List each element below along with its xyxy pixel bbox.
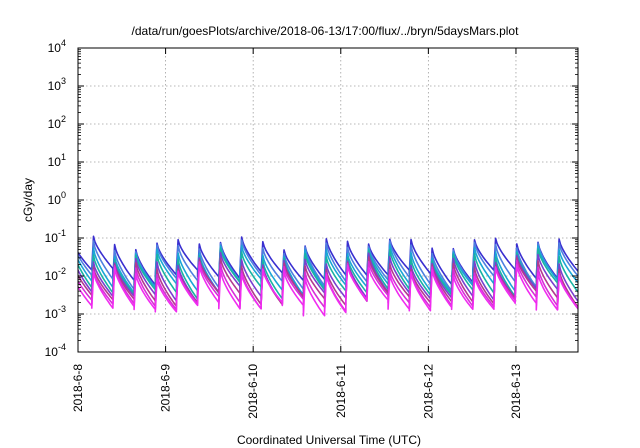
y-tick-label: 101 bbox=[48, 152, 66, 169]
series-layer bbox=[78, 235, 578, 317]
series-line-4 bbox=[78, 247, 578, 303]
y-tick-label: 10-1 bbox=[45, 228, 66, 245]
y-tick-label: 102 bbox=[48, 114, 66, 131]
x-tick-label: 2018-6-13 bbox=[509, 364, 523, 419]
x-tick-label: 2018-6-11 bbox=[334, 364, 348, 418]
y-axis: 104 103 102 101 100 10-1 10-2 10-3 10-4 bbox=[45, 38, 578, 359]
y-tick-label: 104 bbox=[48, 38, 66, 55]
y-tick-label: 10-2 bbox=[45, 266, 66, 283]
y-axis-label: cGy/day bbox=[21, 178, 35, 222]
y-tick-label: 10-4 bbox=[45, 342, 66, 359]
series-line-2 bbox=[78, 239, 578, 292]
series-line-6 bbox=[78, 256, 578, 309]
y-tick-label: 10-3 bbox=[45, 304, 66, 321]
y-tick-label: 100 bbox=[48, 190, 66, 207]
series-line-8 bbox=[78, 264, 578, 317]
x-axis: 2018-6-8 2018-6-9 2018-6-10 2018-6-11 2018-6… bbox=[71, 48, 523, 419]
x-tick-label: 2018-6-8 bbox=[71, 364, 85, 412]
y-tick-label: 103 bbox=[48, 76, 66, 93]
x-tick-label: 2018-6-9 bbox=[159, 364, 173, 412]
x-tick-label: 2018-6-12 bbox=[421, 364, 435, 419]
series-line-3 bbox=[78, 244, 578, 296]
series-line-1 bbox=[78, 235, 578, 286]
x-axis-label: Coordinated Universal Time (UTC) bbox=[237, 433, 421, 447]
chart-title: /data/run/goesPlots/archive/2018-06-13/1… bbox=[132, 24, 520, 38]
x-tick-label: 2018-6-10 bbox=[246, 364, 260, 419]
